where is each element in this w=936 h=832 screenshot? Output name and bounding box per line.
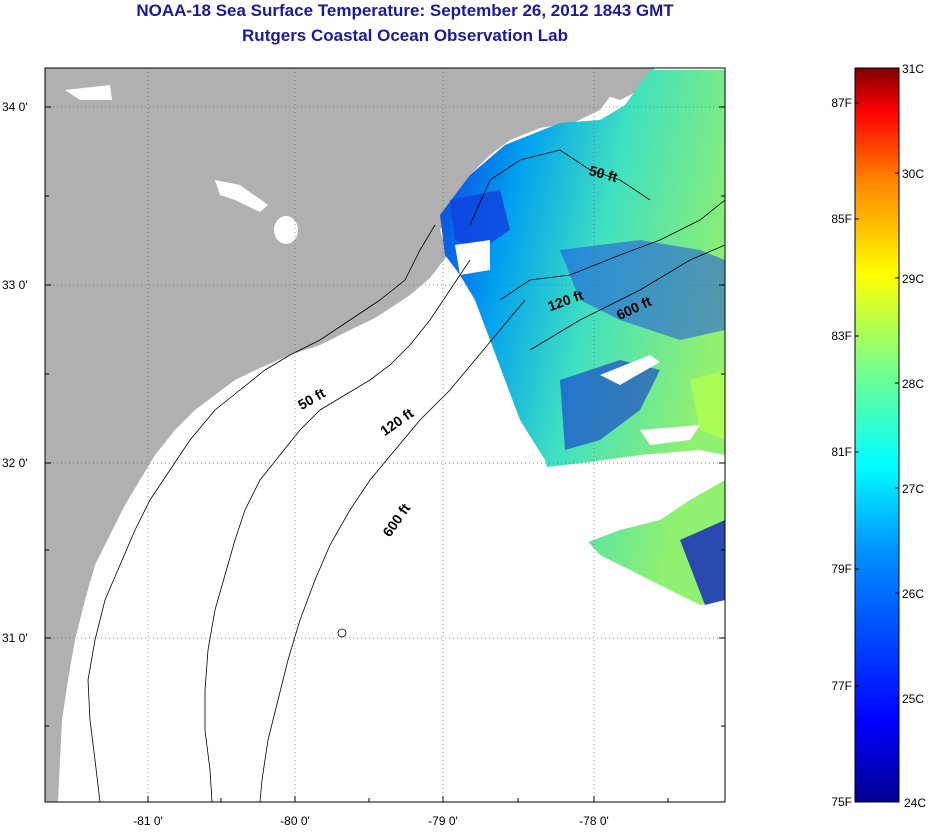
lat-label-31: 31 0' bbox=[2, 631, 28, 645]
colorbar-ticks bbox=[855, 67, 899, 803]
colorbar-c-label: 30C bbox=[902, 167, 924, 181]
lon-label-79: -79 0' bbox=[428, 814, 458, 828]
colorbar-c-label: 25C bbox=[902, 692, 924, 706]
contour-label: 50 ft bbox=[587, 162, 619, 185]
colorbar-f-label: 75F bbox=[831, 795, 852, 809]
lon-label-78: -78 0' bbox=[579, 814, 609, 828]
lon-label-81: -81 0' bbox=[133, 814, 163, 828]
land-mass bbox=[45, 68, 620, 802]
colorbar-c-label: 24C bbox=[904, 796, 926, 810]
map-ticks bbox=[45, 106, 725, 802]
lat-label-32: 32 0' bbox=[2, 456, 28, 470]
colorbar-c-label: 31C bbox=[902, 62, 924, 76]
colorbar-c-label: 26C bbox=[902, 587, 924, 601]
lat-label-33: 33 0' bbox=[2, 278, 28, 292]
map-plot-area bbox=[45, 68, 725, 802]
map-frame bbox=[44, 67, 726, 803]
depth-contours bbox=[87, 149, 725, 802]
lat-label-34: 34 0' bbox=[2, 100, 28, 114]
colorbar-f-label: 87F bbox=[831, 96, 852, 110]
colorbar-f-label: 83F bbox=[831, 329, 852, 343]
lon-label-80: -80 0' bbox=[280, 814, 310, 828]
colorbar-c-label: 28C bbox=[902, 377, 924, 391]
colorbar-c-label: 27C bbox=[902, 482, 924, 496]
colorbar-f-label: 77F bbox=[831, 679, 852, 693]
colorbar-f-label: 79F bbox=[831, 562, 852, 576]
colorbar bbox=[854, 67, 900, 803]
map-title: NOAA-18 Sea Surface Temperature: Septemb… bbox=[136, 1, 674, 20]
colorbar-c-label: 29C bbox=[902, 272, 924, 286]
map-grid bbox=[45, 68, 725, 802]
map-subtitle: Rutgers Coastal Ocean Observation Lab bbox=[242, 26, 568, 45]
colorbar-f-label: 85F bbox=[831, 212, 852, 226]
colorbar-f-label: 81F bbox=[831, 445, 852, 459]
